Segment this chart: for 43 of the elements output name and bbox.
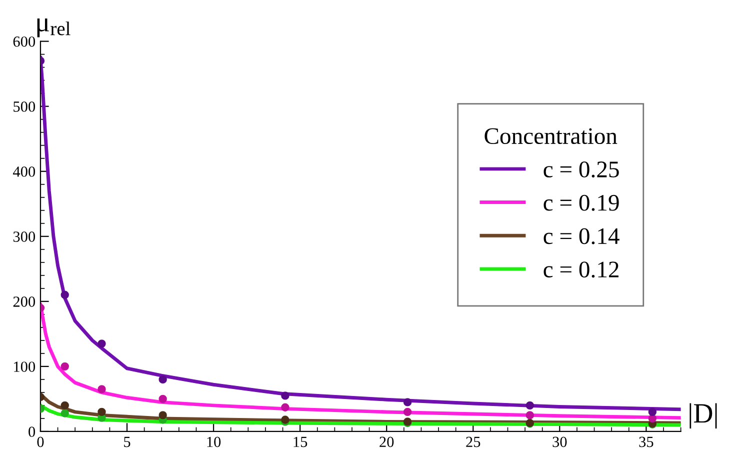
line-series: [40, 404, 681, 427]
point: [98, 340, 106, 348]
point: [60, 409, 69, 418]
point: [281, 403, 290, 412]
point: [98, 385, 106, 394]
point: [98, 408, 106, 416]
x-axis-title: |D|: [690, 403, 717, 428]
y-axis-title: μ$_{rel}$: [37, 18, 70, 38]
legend-label: c = 0.14: [544, 228, 620, 244]
x-tick-label: 25: [466, 436, 480, 448]
x-tick-label: 30: [552, 436, 567, 448]
legend-label: c = 0.19: [544, 194, 619, 211]
y-tick-label: 300: [13, 232, 36, 242]
legend-title: Concentration: [484, 128, 618, 144]
point: [60, 362, 69, 371]
y-tick-label: 400: [13, 166, 36, 177]
line-series: [40, 302, 681, 420]
point: [526, 401, 534, 410]
x-tick-label: 5: [124, 436, 130, 448]
x-tick-label: 10: [207, 436, 221, 448]
point: [648, 408, 657, 416]
point: [403, 398, 412, 406]
point: [158, 375, 167, 384]
y-tick-label: 600: [13, 36, 36, 47]
y-tick-label: 500: [14, 101, 36, 112]
point: [158, 394, 167, 404]
y-tick-label: 0: [28, 426, 36, 437]
legend-label: c = 0.25: [544, 161, 619, 178]
y-tick-label: 200: [13, 296, 36, 307]
point: [648, 414, 657, 423]
x-tick-label: 35: [639, 436, 654, 448]
point: [526, 411, 534, 420]
x-tick-label: 15: [294, 436, 308, 448]
point: [158, 411, 167, 420]
legend-label: c = 0.12: [544, 262, 618, 278]
x-tick-label: 20: [380, 436, 394, 448]
point: [60, 290, 69, 300]
line-series: [40, 56, 681, 412]
point: [281, 392, 290, 400]
x-tick-label: 0: [37, 436, 44, 448]
point: [403, 408, 412, 416]
y-tick-label: 100: [14, 362, 36, 372]
point: [60, 401, 69, 410]
